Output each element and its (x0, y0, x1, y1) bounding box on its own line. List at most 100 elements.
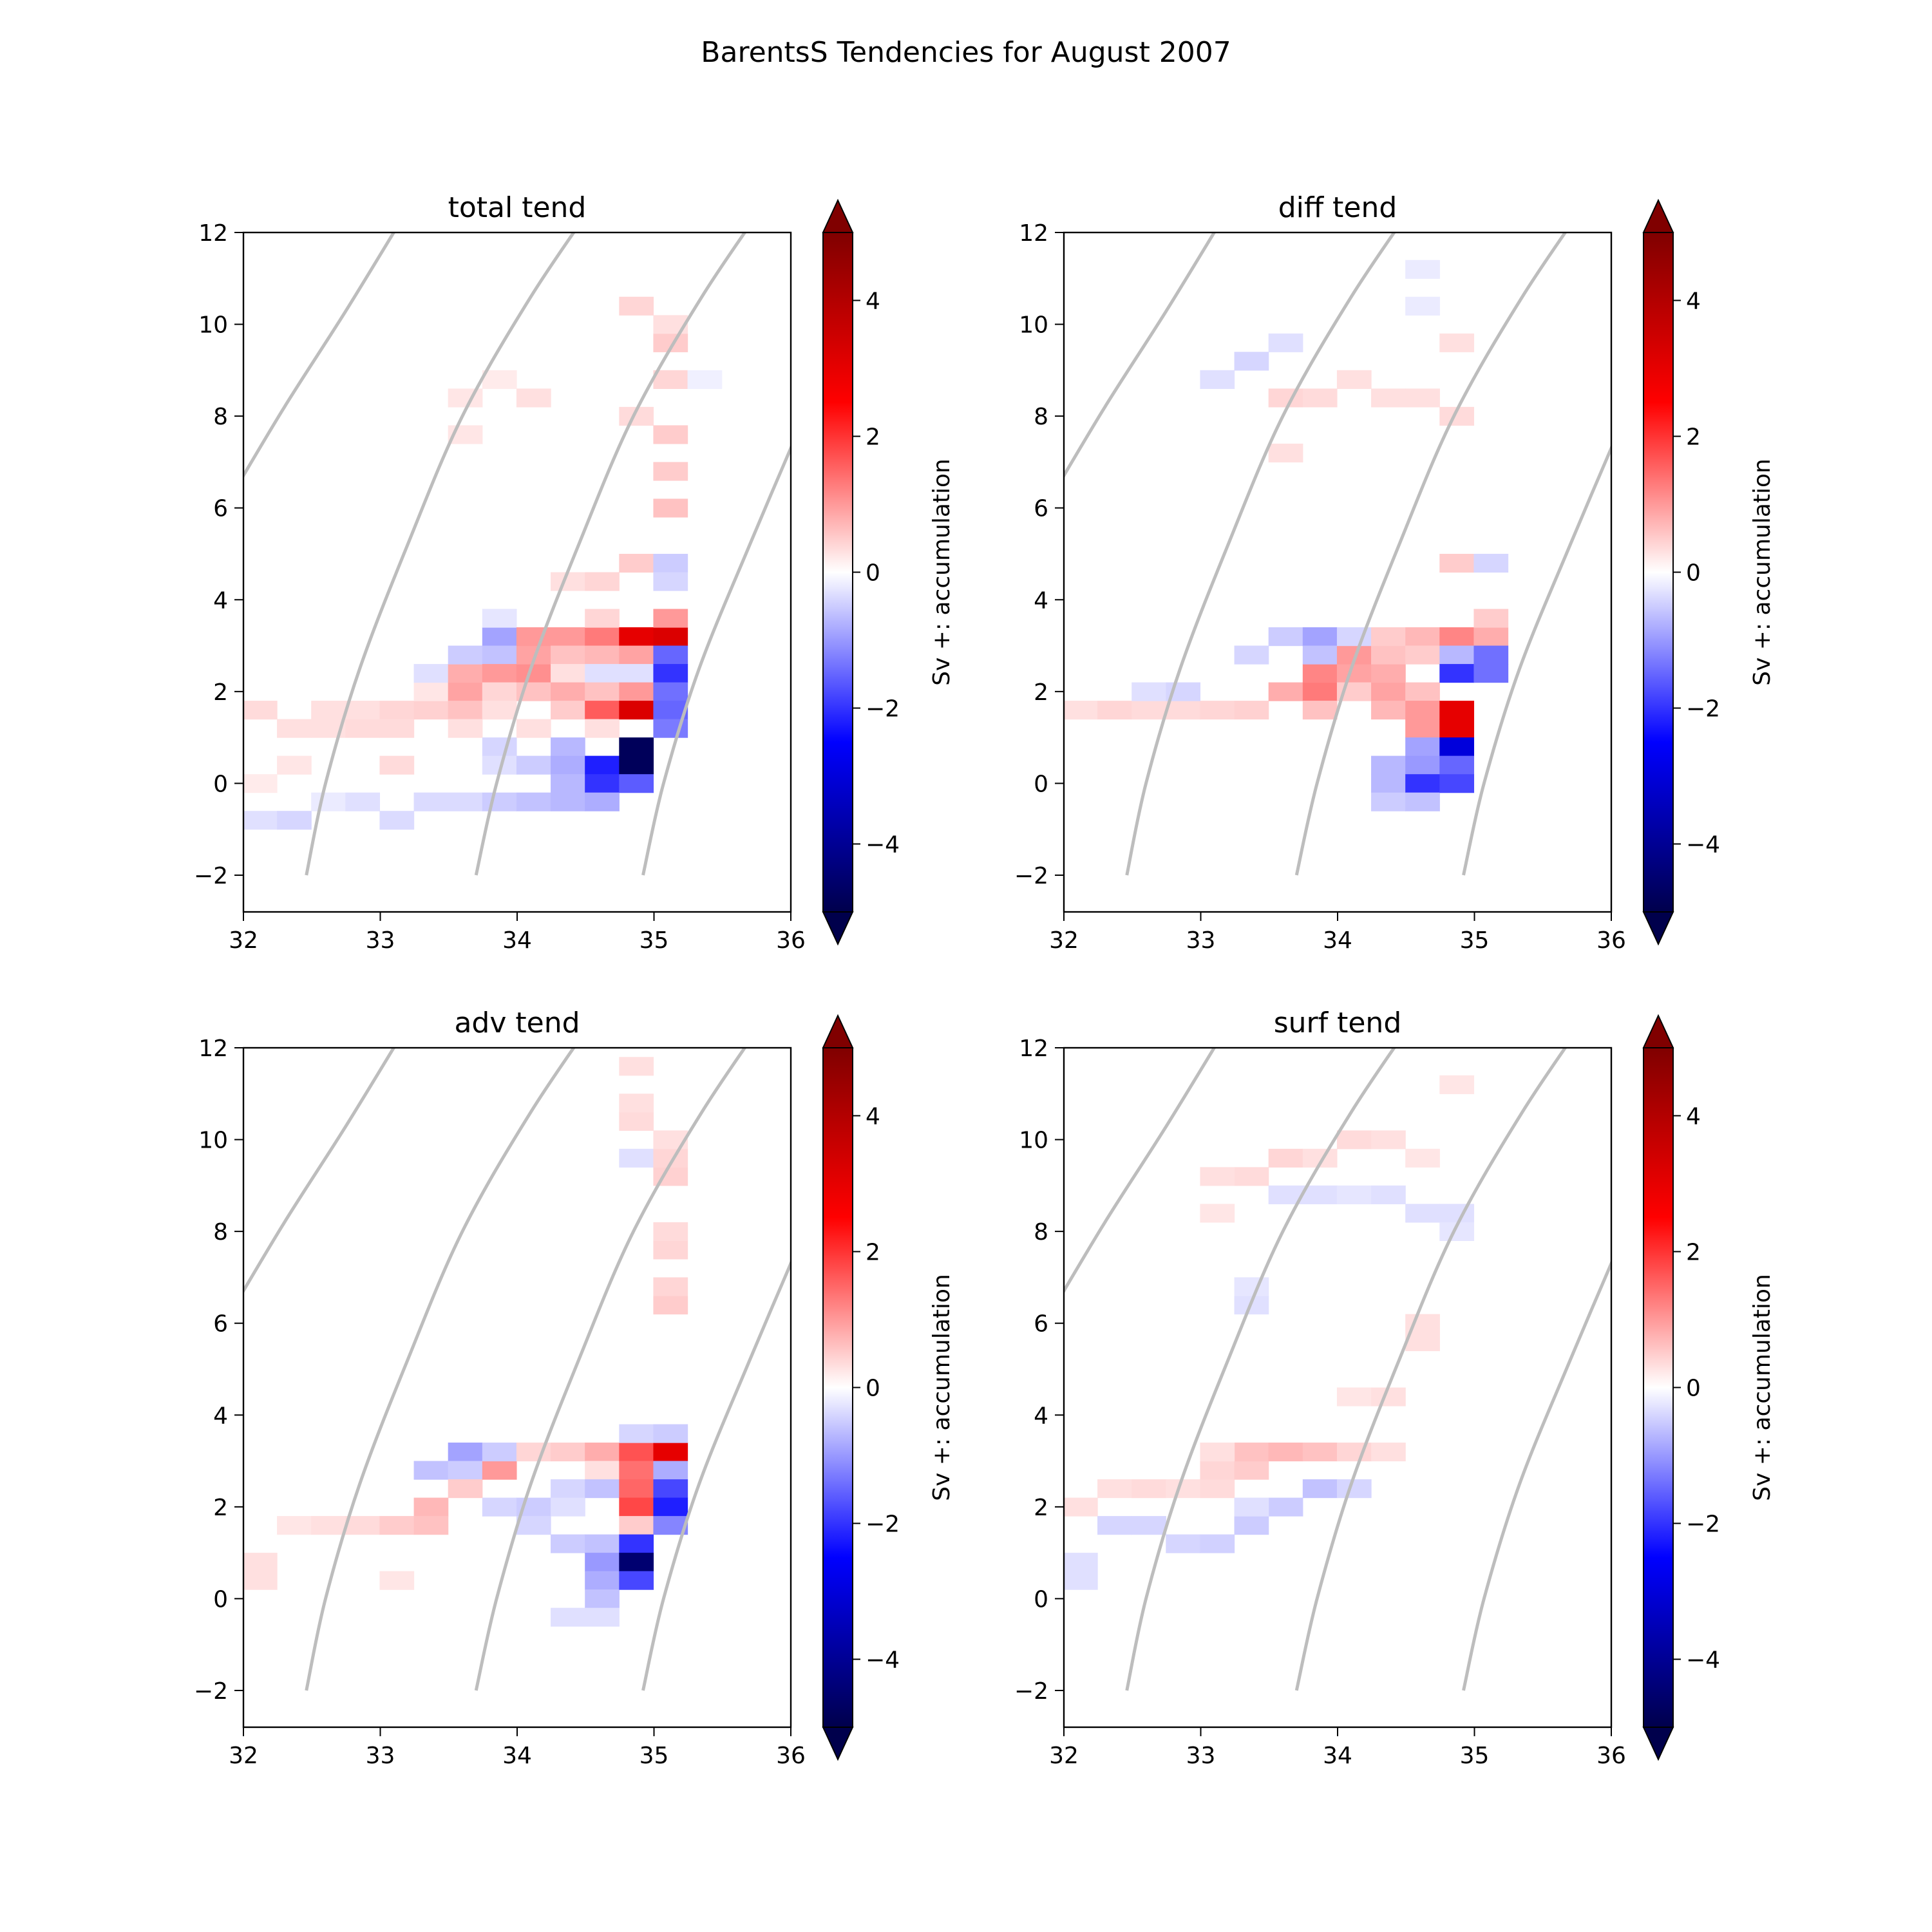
contour-line (1064, 1048, 1217, 1294)
y-tick-label: 12 (198, 1036, 228, 1062)
heatmap-cell (1405, 260, 1440, 279)
heatmap-cell (516, 755, 551, 775)
heatmap-cell (1302, 682, 1338, 701)
heatmap-cell (448, 664, 483, 683)
heatmap-cell (1405, 627, 1440, 647)
heatmap-cell (345, 719, 381, 738)
heatmap-cell (413, 1516, 449, 1535)
heatmap-cell (1405, 1148, 1440, 1168)
colorbar: −4 −2 0 2 4 Sv +: accumulation (822, 1014, 955, 1761)
heatmap-cell (1302, 1479, 1338, 1499)
heatmap-cell (1405, 701, 1440, 720)
contour-line (305, 1048, 576, 1691)
contour-line (1064, 232, 1217, 479)
heatmap-cell (585, 645, 620, 665)
heatmap-cell (619, 1112, 654, 1131)
y-tick-label: 4 (213, 1403, 228, 1429)
heatmap-cell (1200, 1204, 1235, 1223)
heatmap-cell (619, 1094, 654, 1113)
y-tick-label: 6 (213, 496, 228, 522)
heatmap-cell (1200, 701, 1235, 720)
heatmap-cell (1302, 701, 1338, 720)
heatmap-cell (619, 1461, 654, 1480)
contour-line (1294, 1048, 1567, 1691)
heatmap-cell (448, 1443, 483, 1462)
y-tick-label: 10 (198, 312, 228, 339)
heatmap-cell (619, 645, 654, 665)
y-tick-label: −2 (1014, 1678, 1048, 1705)
panel-title: total tend (448, 191, 587, 224)
heatmap-cell (1405, 645, 1440, 665)
heatmap-cell (1405, 682, 1440, 701)
heatmap-cell (1268, 443, 1303, 463)
heatmap-cell (551, 737, 585, 757)
heatmap-cell (1234, 645, 1269, 665)
panel-1: diff tend 32 33 34 35 36 −2 0 2 4 6 8 10 12 −4 −2 0 2 4 Sv … (1014, 191, 1776, 954)
colorbar-gradient (822, 232, 853, 913)
heatmap-cell (585, 664, 620, 683)
heatmap-cell (413, 1497, 449, 1517)
heatmap-cell (482, 1443, 517, 1462)
heatmap-cell (1097, 1516, 1132, 1535)
colorbar-tick-label: −4 (1686, 832, 1720, 858)
heatmap-cell (1064, 701, 1098, 720)
heatmap-cell (1473, 664, 1509, 683)
heatmap-cell (585, 1571, 620, 1590)
heatmap-cell (482, 609, 517, 628)
heatmap-cell (1336, 1130, 1372, 1150)
heatmap-cell (585, 774, 620, 793)
heatmap-cell (413, 682, 449, 701)
heatmap-cell (653, 609, 688, 628)
heatmap-cell (1268, 1497, 1303, 1517)
heatmap-cell (1302, 664, 1338, 683)
heatmap-cell (1405, 296, 1440, 316)
heatmap-cell (585, 1534, 620, 1553)
y-tick-label: 4 (1034, 587, 1048, 614)
heatmap-cell (551, 664, 585, 683)
heatmap-cell (243, 811, 278, 830)
heatmap-cell (1473, 627, 1509, 647)
heatmap-cell (311, 792, 346, 811)
heatmap-cell (585, 609, 620, 628)
heatmap-cell (653, 370, 688, 389)
y-tick-label: 6 (1034, 496, 1048, 522)
heatmap-cell (1234, 1461, 1269, 1480)
heatmap-cell (619, 1479, 654, 1499)
x-tick-label: 34 (502, 1743, 532, 1769)
heatmap-cell (585, 792, 620, 811)
heatmap-cell (379, 701, 415, 720)
heatmap-cell (1200, 1443, 1235, 1462)
heatmap-cell (1405, 719, 1440, 738)
y-tick-label: 0 (213, 1586, 228, 1613)
heatmap-cell (277, 811, 312, 830)
heatmap-cell (1234, 1167, 1269, 1186)
heatmap-cell (1336, 664, 1372, 683)
heatmap-cell (482, 645, 517, 665)
heatmap-cell (379, 755, 415, 775)
panel-2: adv tend 32 33 34 35 36 −2 0 2 4 6 8 10 12 −4 −2 0 2 4 Sv +… (194, 1007, 955, 1769)
contour-line (243, 1048, 396, 1294)
heatmap-cell (1439, 755, 1475, 775)
heatmap-cell (653, 664, 688, 683)
heatmap-cell (243, 701, 278, 720)
colorbar: −4 −2 0 2 4 Sv +: accumulation (822, 198, 955, 946)
contour-line (243, 232, 396, 479)
colorbar-gradient (1643, 1047, 1674, 1728)
heatmap-cell (1132, 701, 1166, 720)
colorbar-tick-label: 0 (1686, 560, 1701, 587)
heatmap-cell (1302, 627, 1338, 647)
heatmap-cell (1439, 553, 1475, 573)
heatmap-cell (551, 755, 585, 775)
heatmap-cell (1405, 388, 1440, 408)
contour-line (1294, 232, 1567, 876)
heatmap-cell (1336, 1479, 1372, 1499)
heatmap-cell (653, 627, 688, 647)
panel-title: adv tend (454, 1007, 580, 1039)
heatmap-cell (1371, 682, 1406, 701)
panel-title: surf tend (1274, 1007, 1402, 1039)
heatmap-cell (551, 1479, 585, 1499)
heatmap-cell (448, 388, 483, 408)
heatmap-cell (1302, 388, 1338, 408)
heatmap-cell (653, 498, 688, 518)
